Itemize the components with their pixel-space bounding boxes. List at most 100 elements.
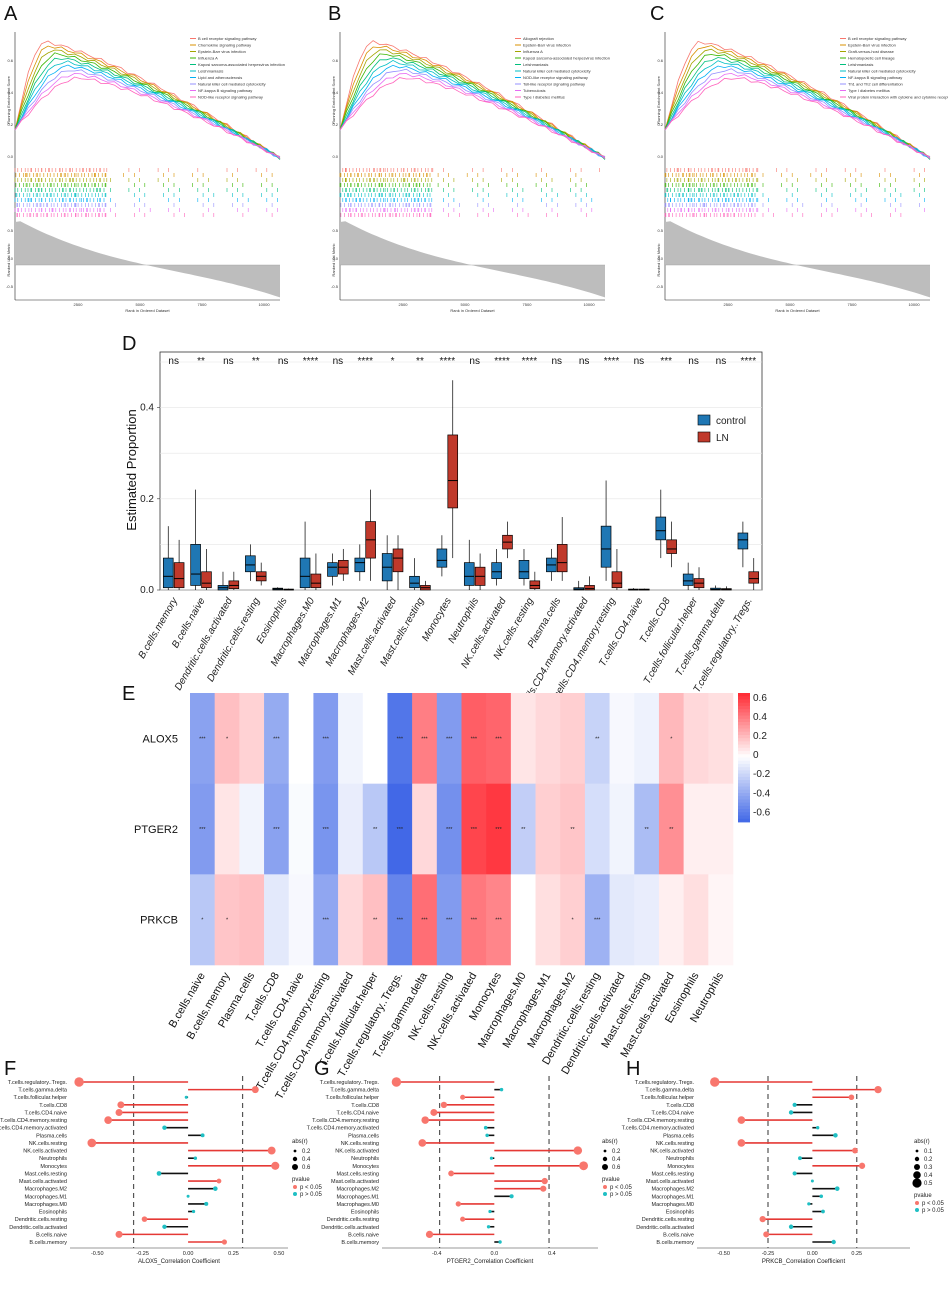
- heatmap-row-label: PTGER2: [134, 824, 178, 836]
- lollipop-category: T.cells.gamma.delta: [645, 1088, 695, 1094]
- lollipop-category: Macrophages.M0: [652, 1202, 695, 1208]
- lollipop-xtick: -0.50: [717, 1251, 730, 1257]
- box-control: [436, 535, 448, 577]
- colorbar-segment: [738, 709, 750, 713]
- boxplot-xtick: Mast.cells.activated: [346, 596, 399, 677]
- gsea-rank-tick: 0.5: [7, 228, 13, 233]
- heatmap-star: ***: [471, 736, 478, 742]
- lollipop-dot: [486, 1225, 491, 1229]
- gsea-xlabel: Rank in Ordered Dataset: [125, 308, 170, 313]
- lollipop-category: T.cells.regulatory..Tregs.: [8, 1080, 68, 1086]
- colorbar-segment: [738, 715, 750, 720]
- lollipop-dot: [156, 1171, 162, 1176]
- size-legend-dot: [603, 1149, 607, 1153]
- panel-label-e: E: [122, 683, 135, 705]
- gsea-ytick: 0.4: [657, 90, 663, 95]
- gsea-legend-label: Viral protein interaction with cytokine …: [848, 95, 948, 100]
- heatmap-star: ***: [397, 827, 404, 833]
- box-ln: [502, 521, 513, 559]
- size-legend-dot: [293, 1149, 297, 1153]
- lollipop-dot: [251, 1086, 259, 1094]
- heatmap-cell: [387, 783, 413, 875]
- lollipop-category: Plasma.cells: [348, 1133, 379, 1139]
- gsea-xtick: 7500: [198, 302, 208, 307]
- lollipop-dot: [819, 1194, 824, 1199]
- significance-label: ns: [688, 356, 699, 367]
- lollipop-dot: [858, 1162, 866, 1169]
- heatmap-cell: [313, 693, 339, 784]
- heatmap-cell: [461, 783, 487, 875]
- gsea-legend-label: Graft-versus-host disease: [848, 49, 895, 54]
- lollipop-category: NK.cells.resting: [341, 1141, 379, 1147]
- lollipop-dot: [848, 1094, 855, 1101]
- lollipop-category: T.cells.follicular.helper: [14, 1095, 68, 1101]
- significance-label: ****: [522, 356, 538, 367]
- lollipop-category: T.cells.CD4.memory.activated: [307, 1126, 379, 1132]
- box-ln: [721, 586, 732, 591]
- gsea-legend-label: Leishmaniasis: [848, 62, 873, 67]
- lollipop-panel-f: -0.50 -0.25 0.00 0.25 0.50 ALOX5_Correlation …: [0, 1076, 323, 1265]
- lollipop-category: T.cells.gamma.delta: [18, 1088, 68, 1094]
- lollipop-dot: [509, 1194, 514, 1199]
- heatmap-cell: [658, 874, 684, 966]
- heatmap-cell: [387, 874, 413, 966]
- heatmap-cell: [535, 693, 561, 784]
- gsea-curve: [664, 65, 931, 158]
- box-control: [245, 544, 256, 581]
- heatmap-cell: [560, 693, 586, 784]
- lollipop-dot: [579, 1161, 589, 1171]
- significance-label: **: [252, 356, 260, 367]
- colorbar-segment: [738, 712, 750, 716]
- lollipop-xtick: 0.50: [274, 1251, 285, 1257]
- lollipop-category: Mast.cells.resting: [652, 1171, 695, 1177]
- box-body: [392, 548, 404, 573]
- lollipop-dot: [831, 1239, 836, 1245]
- gsea-legend-label: NOD-like receptor signaling pathway: [523, 75, 588, 80]
- heatmap-star: ***: [323, 827, 330, 833]
- heatmap-cell: [239, 874, 265, 966]
- heatmap-cell: [214, 693, 240, 784]
- gsea-legend-label: Type I diabetes mellitus: [848, 88, 890, 93]
- heatmap-star: ***: [323, 918, 330, 924]
- colorbar-segment: [738, 796, 750, 800]
- heatmap-star: **: [644, 827, 649, 833]
- lollipop-legend: abs(r) 0.2 0.4 0.6 pvalue p < 0.05p > 0.05: [292, 1139, 323, 1198]
- box-control: [682, 562, 694, 590]
- lollipop-category: Dendritic.cells.activated: [636, 1225, 694, 1231]
- lollipop-category: Macrophages.M2: [25, 1187, 68, 1193]
- box-ln: [228, 571, 240, 590]
- lollipop-legend: abs(r) 0.1 0.2 0.3 0.4 0.5 pvalue p < 0.05p > 0…: [912, 1139, 945, 1214]
- size-legend-label: 0.2: [612, 1149, 621, 1155]
- pvalue-legend-label: p > 0.05: [610, 1192, 633, 1198]
- box-body: [737, 532, 749, 550]
- lollipop-xtick: 0.0: [490, 1251, 498, 1257]
- box-ln: [639, 588, 650, 591]
- significance-label: ns: [716, 356, 727, 367]
- gsea-ylabel-bottom: Ranked List Metric: [656, 243, 661, 276]
- significance-label: **: [197, 356, 205, 367]
- heatmap-cell: [239, 693, 265, 784]
- gsea-rank-area: [665, 221, 930, 298]
- colorbar-tick: 0: [753, 750, 759, 761]
- pvalue-legend-title: pvalue: [914, 1193, 932, 1199]
- box-body: [354, 557, 366, 573]
- heatmap-cell: [634, 874, 660, 966]
- size-legend-dot: [912, 1178, 922, 1188]
- lollipop-dot: [193, 1156, 198, 1160]
- gsea-ylabel-top: Running Enrichment Score: [6, 75, 11, 124]
- lollipop-dot: [763, 1231, 770, 1238]
- size-legend-title: abs(r): [292, 1139, 308, 1145]
- heatmap-cell: [214, 874, 240, 966]
- lollipop-dot: [216, 1178, 222, 1184]
- size-legend-label: 0.5: [924, 1181, 933, 1187]
- heatmap-star: ***: [323, 736, 330, 742]
- lollipop-category: Eosinophils: [39, 1210, 67, 1216]
- lollipop-dot: [798, 1156, 802, 1161]
- box-control: [710, 585, 721, 591]
- gsea-ylabel-top: Running Enrichment Score: [656, 75, 661, 124]
- gsea-legend-label: Tuberculosis: [523, 88, 546, 93]
- lollipop-category: NK.cells.activated: [335, 1149, 379, 1155]
- gsea-legend-label: Leishmaniasis: [523, 62, 548, 67]
- gsea-xtick: 2500: [74, 302, 84, 307]
- lollipop-dot: [788, 1224, 794, 1229]
